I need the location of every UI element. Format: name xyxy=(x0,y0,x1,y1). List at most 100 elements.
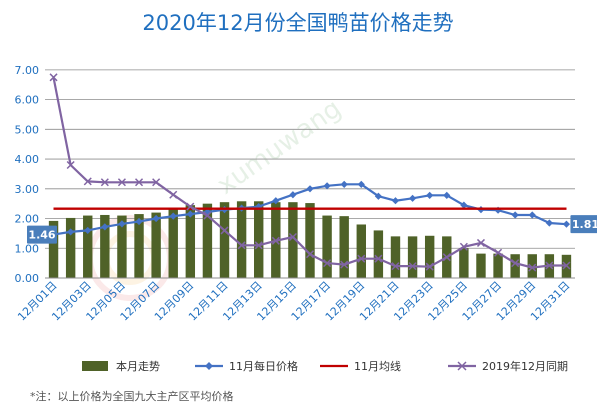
bar xyxy=(305,203,315,278)
x-marker-stroke xyxy=(357,254,366,263)
bar xyxy=(117,215,127,278)
x-marker xyxy=(459,242,468,251)
x-marker xyxy=(152,178,161,187)
bar xyxy=(151,212,161,278)
legend-item: 11月均线 xyxy=(320,359,401,373)
bar xyxy=(254,201,264,278)
x-marker xyxy=(100,178,109,187)
x-marker-stroke xyxy=(271,236,280,245)
y-tick-label: 0.00 xyxy=(15,272,40,285)
legend-label: 11月均线 xyxy=(354,359,401,373)
diamond-marker xyxy=(272,197,280,205)
x-marker xyxy=(442,253,451,262)
x-marker-stroke xyxy=(237,241,246,250)
x-marker-stroke xyxy=(511,259,520,268)
bar xyxy=(510,254,520,278)
diamond-marker xyxy=(323,182,331,190)
diamond-marker xyxy=(152,214,160,223)
x-marker-stroke xyxy=(83,177,92,186)
bar xyxy=(373,230,384,278)
x-marker-stroke xyxy=(203,211,212,220)
diamond-marker xyxy=(186,210,194,218)
callouts: 1.46 1.81 xyxy=(27,215,597,244)
x-marker xyxy=(408,262,417,271)
x-marker xyxy=(117,178,126,187)
diamond-marker xyxy=(426,191,434,199)
chart-title: 2020年12月份全国鸭苗价格走势 xyxy=(142,11,453,35)
x-marker-stroke xyxy=(442,253,451,262)
legend-item: 11月每日价格 xyxy=(195,359,298,373)
diamond-marker xyxy=(374,192,382,200)
x-marker-stroke xyxy=(545,261,554,270)
bar xyxy=(322,215,332,278)
x-marker-stroke xyxy=(374,254,383,263)
y-tick-label: 5.00 xyxy=(15,123,40,136)
y-tick-label: 6.00 xyxy=(15,94,40,107)
data-callout-label: 1.81 xyxy=(572,218,597,231)
x-marker-stroke xyxy=(186,202,195,211)
diamond-marker xyxy=(460,201,468,209)
bar xyxy=(219,202,230,278)
x-marker xyxy=(305,250,315,259)
x-marker xyxy=(476,238,485,247)
x-marker-stroke xyxy=(66,160,75,170)
x-marker xyxy=(220,226,229,235)
diamond-marker xyxy=(101,223,109,231)
x-marker xyxy=(528,263,537,272)
x-marker xyxy=(511,259,520,268)
footnote: *注：以上价格为全国九大主产区平均价格 xyxy=(30,389,234,403)
x-marker xyxy=(66,160,75,170)
x-marker-stroke xyxy=(305,250,315,259)
data-callout-box xyxy=(27,225,57,244)
bar xyxy=(100,214,110,278)
diamond-marker xyxy=(357,180,365,188)
x-marker xyxy=(203,211,212,220)
legend-item: 2019年12月同期 xyxy=(448,359,568,373)
diamond-marker xyxy=(545,219,553,227)
bar xyxy=(476,253,486,278)
y-tick-label: 4.00 xyxy=(15,153,40,166)
x-marker xyxy=(323,259,332,268)
x-marker-stroke xyxy=(408,262,417,271)
x-marker-stroke xyxy=(220,226,229,235)
diamond-marker xyxy=(391,197,400,205)
bar xyxy=(493,253,503,278)
legend-label: 2019年12月同期 xyxy=(482,359,568,373)
x-marker xyxy=(545,261,554,270)
bar xyxy=(527,254,537,278)
bar xyxy=(185,205,196,278)
x-marker-stroke xyxy=(254,241,263,250)
diamond-marker xyxy=(135,217,143,226)
x-marker xyxy=(357,254,366,263)
x-marker-stroke xyxy=(391,262,400,271)
x-marker-stroke xyxy=(494,248,503,257)
x-marker xyxy=(135,178,144,187)
legend-marker xyxy=(205,362,213,370)
x-marker xyxy=(83,177,92,186)
x-marker xyxy=(425,262,434,271)
x-marker xyxy=(49,73,58,82)
bar-series xyxy=(48,201,572,278)
x-marker xyxy=(237,241,246,250)
bar xyxy=(288,202,298,278)
line-series xyxy=(49,73,571,272)
bar xyxy=(356,224,366,278)
x-marker xyxy=(374,254,383,263)
bar xyxy=(459,248,469,278)
x-marker-stroke xyxy=(169,190,178,199)
diamond-marker xyxy=(562,220,571,228)
data-callout-box xyxy=(570,215,597,234)
y-tick-label: 3.00 xyxy=(15,183,40,196)
bar xyxy=(48,220,59,278)
x-marker xyxy=(340,260,349,269)
x-marker xyxy=(186,202,195,211)
diamond-marker xyxy=(118,220,126,228)
x-marker xyxy=(562,261,571,270)
legend-label: 本月走势 xyxy=(116,359,160,373)
x-marker-stroke xyxy=(476,238,485,247)
diamond-marker xyxy=(511,211,519,219)
legend: 本月走势 11月每日价格 11月均线 2019年12月同期 xyxy=(82,359,568,373)
bar xyxy=(339,216,349,278)
